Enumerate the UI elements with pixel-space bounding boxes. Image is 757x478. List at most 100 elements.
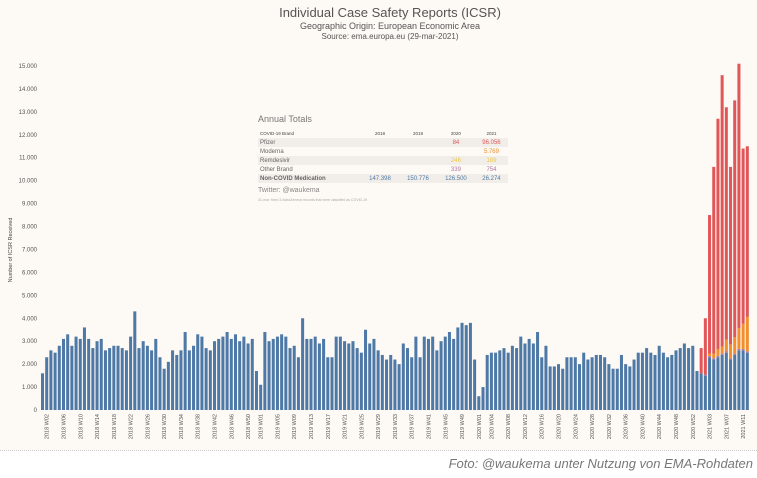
twitter-handle: Twitter: @waukema — [258, 187, 320, 194]
bar-non-covid — [376, 350, 380, 410]
bar-non-covid — [536, 332, 540, 410]
bar-non-covid — [729, 359, 733, 410]
x-tick-label: 2020 W44 — [657, 414, 663, 439]
photo-caption: Foto: @waukema unter Nutzung von EMA-Roh… — [448, 456, 753, 471]
bar-non-covid — [481, 387, 485, 410]
bar-non-covid — [582, 352, 586, 410]
bar-non-covid — [57, 345, 61, 410]
cell — [437, 147, 475, 156]
bar-non-covid — [330, 357, 334, 410]
bar-non-covid — [82, 327, 86, 410]
bar-non-covid — [422, 336, 426, 410]
bar-non-covid — [741, 350, 745, 410]
bar-non-covid — [708, 357, 712, 410]
bar-pfizer — [712, 166, 716, 354]
bar-non-covid — [355, 348, 359, 410]
table-row: Moderna 5.769 — [258, 147, 508, 156]
bar-moderna — [729, 344, 733, 359]
bar-pfizer — [716, 118, 720, 349]
bar-other-brand — [724, 351, 728, 353]
bar-non-covid — [385, 359, 389, 410]
bar-non-covid — [305, 338, 309, 410]
bar-non-covid — [733, 354, 737, 410]
bar-non-covid — [447, 332, 451, 410]
y-tick-label: 12.000 — [19, 133, 38, 139]
bar-non-covid — [573, 357, 577, 410]
row-label: Non-COVID Medication — [260, 175, 326, 182]
x-tick-label: 2020 W28 — [590, 414, 596, 439]
bar-non-covid — [401, 343, 405, 410]
x-tick-label: 2019 W45 — [443, 414, 449, 439]
bar-moderna — [724, 339, 728, 352]
bar-non-covid — [137, 348, 141, 410]
cell: 26.274 — [482, 175, 501, 182]
x-tick-label: 2018 W22 — [129, 414, 135, 439]
bar-non-covid — [213, 341, 217, 410]
bar-other-brand — [733, 353, 737, 355]
bar-non-covid — [179, 350, 183, 410]
bar-non-covid — [317, 343, 321, 410]
table-row: Pfizer 84 96.056 — [258, 138, 508, 147]
bar-non-covid — [389, 354, 393, 410]
bar-non-covid — [322, 338, 326, 410]
bar-non-covid — [254, 371, 258, 410]
bar-non-covid — [99, 338, 103, 410]
bar-non-covid — [351, 341, 355, 410]
bar-non-covid — [364, 329, 368, 410]
bar-non-covid — [288, 348, 292, 410]
x-tick-label: 2019 W17 — [326, 414, 332, 439]
bar-non-covid — [540, 357, 544, 410]
x-tick-label: 2020 W36 — [624, 414, 630, 439]
bar-non-covid — [565, 357, 569, 410]
bar-non-covid — [309, 338, 313, 410]
bar-non-covid — [611, 368, 615, 410]
y-tick-label: 14.000 — [19, 87, 38, 93]
bar-non-covid — [284, 336, 288, 410]
bar-non-covid — [124, 350, 128, 410]
column-header: 2019 — [412, 131, 423, 136]
bar-other-brand — [708, 355, 712, 358]
x-tick-label: 2018 W14 — [95, 414, 101, 439]
cell — [399, 147, 437, 156]
bar-non-covid — [204, 348, 208, 410]
annual-totals-heading: Annual Totals — [258, 114, 312, 124]
x-tick-label: 2019 W21 — [343, 414, 349, 439]
bar-moderna — [720, 346, 724, 354]
x-tick-label: 2019 W41 — [426, 414, 432, 439]
y-tick-label: 10.000 — [19, 179, 38, 185]
x-tick-label: 2020 W12 — [523, 414, 529, 439]
bar-non-covid — [666, 357, 670, 410]
bar-non-covid — [347, 343, 351, 410]
cell — [361, 138, 399, 147]
x-tick-label: 2018 W02 — [45, 414, 51, 439]
bar-non-covid — [271, 338, 275, 410]
bar-moderna — [716, 348, 720, 356]
bar-non-covid — [657, 345, 661, 410]
bar-non-covid — [527, 338, 531, 410]
bars — [41, 63, 749, 410]
chart-subtitle: Geographic Origin: European Economic Are… — [299, 21, 481, 31]
bar-non-covid — [712, 359, 716, 410]
bar-non-covid — [200, 336, 204, 410]
x-tick-label: 2020 W16 — [540, 414, 546, 439]
y-tick-label: 11.000 — [19, 156, 38, 162]
bar-non-covid — [154, 338, 158, 410]
bar-non-covid — [678, 348, 682, 410]
row-label: Remdesivir — [260, 157, 291, 164]
bar-non-covid — [41, 373, 45, 410]
bar-non-covid — [515, 348, 519, 410]
bar-other-brand — [703, 374, 707, 376]
bar-pfizer — [724, 107, 728, 340]
bar-non-covid — [150, 350, 154, 410]
x-tick-label: 2018 W42 — [213, 414, 219, 439]
bar-non-covid — [586, 359, 590, 410]
bar-non-covid — [473, 359, 477, 410]
annual-totals-table: COVID-19 Brand 2018 2019 2020 2021 Pfize… — [258, 129, 508, 183]
bar-non-covid — [242, 336, 246, 410]
bar-non-covid — [410, 357, 414, 410]
bar-non-covid — [687, 348, 691, 410]
bar-non-covid — [108, 348, 112, 410]
bar-pfizer — [733, 100, 737, 338]
cell — [399, 156, 437, 165]
